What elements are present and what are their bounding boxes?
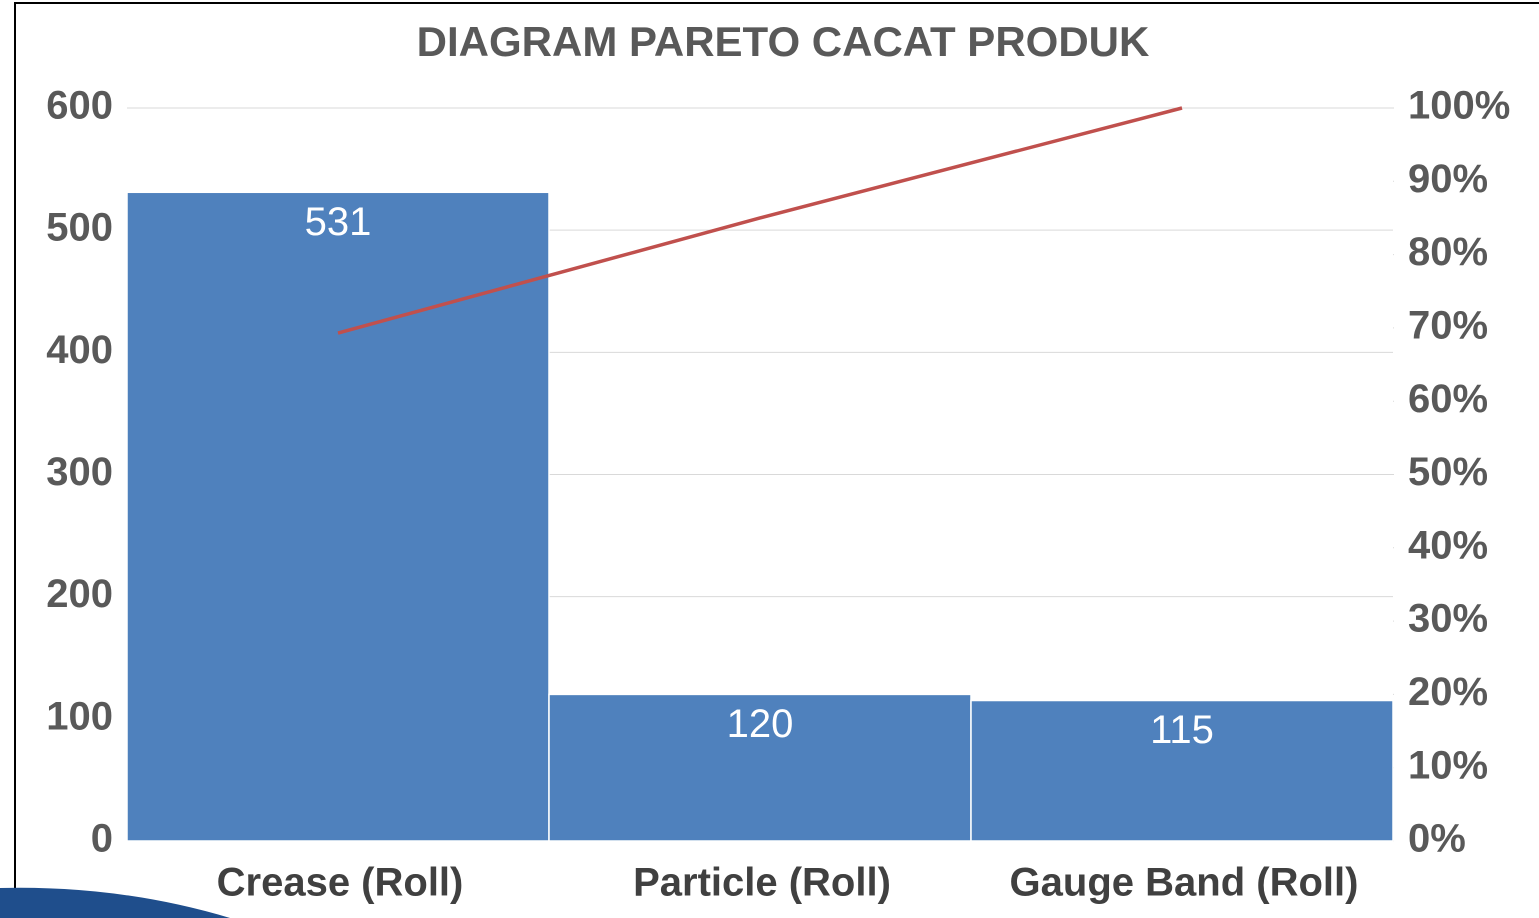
x-tick-label: Crease (Roll) (217, 861, 464, 905)
bar (970, 699, 1394, 842)
y2-tick-label: 0% (1408, 817, 1466, 861)
y-tick-label: 400 (46, 328, 113, 372)
chart-title: DIAGRAM PARETO CACAT PRODUK (417, 18, 1150, 65)
y2-tick-label: 100% (1408, 84, 1510, 128)
corner-decoration (0, 887, 230, 918)
y2-tick-label: 60% (1408, 377, 1488, 421)
y2-tick-label: 90% (1408, 157, 1488, 201)
bar (548, 693, 972, 842)
bar-value-label: 120 (727, 702, 794, 746)
frame (14, 2, 1539, 918)
x-tick-label: Gauge Band (Roll) (1010, 861, 1359, 905)
cumulative-line (337, 106, 1183, 335)
y2-tick-label: 40% (1408, 523, 1488, 567)
bar (126, 191, 550, 842)
x-tick-label: Particle (Roll) (633, 861, 891, 905)
y-tick-label: 600 (46, 84, 113, 128)
y-tick-label: 200 (46, 572, 113, 616)
y2-tick-label: 50% (1408, 450, 1488, 494)
y-tick-label: 0 (91, 817, 113, 861)
y2-tick-label: 10% (1408, 743, 1488, 787)
y2-tick-label: 20% (1408, 670, 1488, 714)
y2-tick-label: 80% (1408, 230, 1488, 274)
y-tick-label: 100 (46, 694, 113, 738)
y-tick-label: 500 (46, 206, 113, 250)
bar-value-label: 531 (305, 200, 372, 244)
y2-tick-label: 70% (1408, 303, 1488, 347)
y-tick-label: 300 (46, 450, 113, 494)
bar-value-label: 115 (1150, 708, 1214, 752)
y2-tick-label: 30% (1408, 597, 1488, 641)
